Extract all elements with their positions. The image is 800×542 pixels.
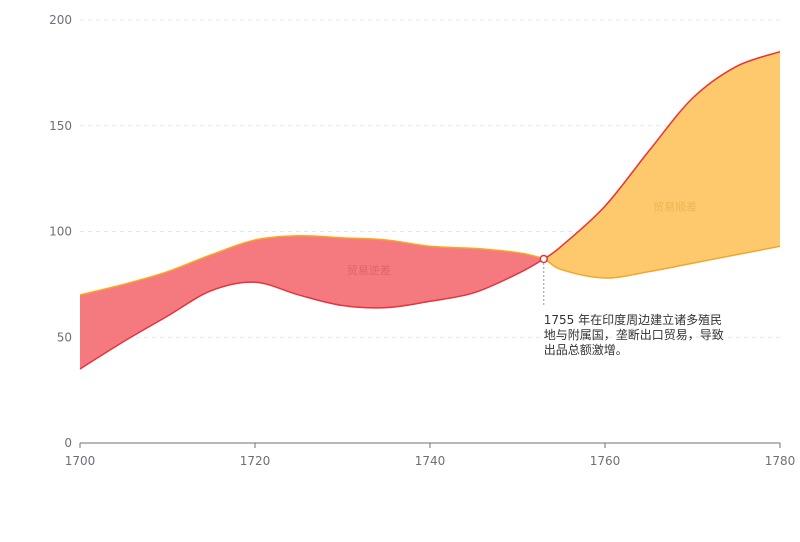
x-tick-label: 1760 (590, 454, 621, 468)
x-tick-label: 1720 (240, 454, 271, 468)
annotation-text-line: 1755 年在印度周边建立诸多殖民 (544, 312, 722, 327)
x-tick-label: 1780 (765, 454, 796, 468)
surplus-area (543, 51, 780, 279)
series-lines (79, 51, 781, 370)
y-tick-label: 100 (49, 225, 72, 239)
series-line-import (79, 51, 781, 370)
annotation-text-line: 出品总额激增。 (544, 343, 628, 357)
area-label: 贸易顺差 (653, 199, 697, 213)
annotation-text-line: 地与附属国，垄断出口贸易，导致 (544, 327, 724, 342)
y-tick-label: 200 (49, 13, 72, 27)
y-tick-label: 50 (57, 330, 72, 344)
y-tick-label: 150 (49, 119, 72, 133)
y-tick-label: 0 (64, 436, 72, 450)
deficit-area (80, 235, 544, 369)
series-line-export (79, 234, 781, 296)
annotation-point (539, 254, 548, 264)
x-tick-label: 1700 (65, 454, 96, 468)
area-label: 贸易逆差 (347, 263, 391, 277)
x-tick-label: 1740 (415, 454, 446, 468)
axes: 0 50 100 150 200 1700 1720 1740 1760 1780 (49, 13, 795, 468)
areas: 贸易逆差 贸易顺差 (80, 51, 780, 369)
